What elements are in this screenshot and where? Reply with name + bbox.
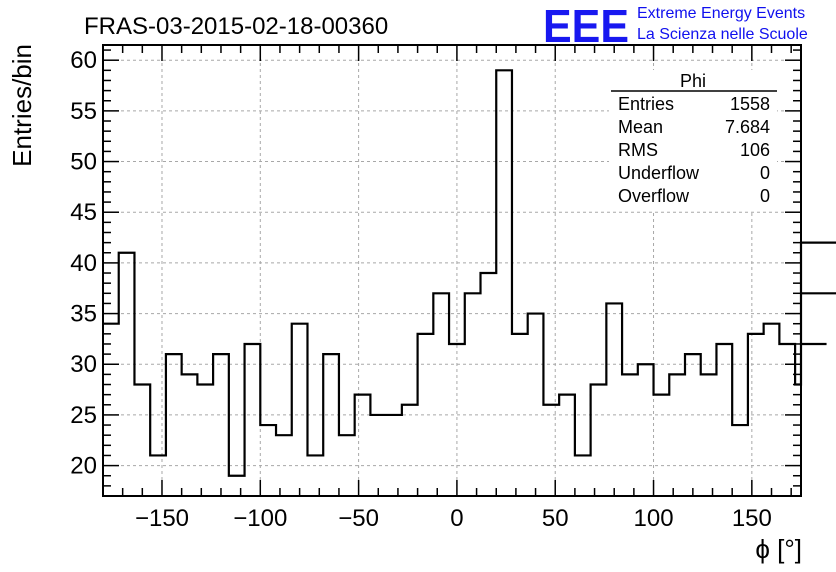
logo-line2: La Scienza nelle Scuole (637, 26, 808, 43)
grid-lines (103, 45, 801, 496)
histogram-bin (496, 70, 512, 496)
histogram-bin (197, 385, 213, 496)
histogram-bin (182, 374, 198, 496)
histogram-bin (355, 395, 371, 496)
histogram-bin (418, 334, 434, 496)
histogram-bin (323, 354, 339, 496)
histogram-bin (701, 374, 717, 496)
histogram-bin (103, 324, 119, 496)
stats-row-value: 0 (760, 163, 770, 183)
stats-row-label: Mean (618, 117, 663, 137)
x-tick-label: 50 (542, 505, 569, 532)
y-tick-label: 60 (70, 47, 97, 74)
y-tick-label: 30 (70, 351, 97, 378)
x-tick-label: −100 (233, 505, 287, 532)
histogram-bin (307, 455, 323, 496)
y-axis-label: Entries/bin (7, 44, 37, 167)
stats-row-label: RMS (618, 140, 658, 160)
y-tick-label: 50 (70, 149, 97, 176)
logo-line1: Extreme Energy Events (637, 5, 805, 22)
eee-logo: EEE Extreme Energy Events La Scienza nel… (543, 0, 808, 52)
y-tick-label: 35 (70, 301, 97, 328)
stats-box: Phi Entries 1558 Mean 7.684 RMS 106 Underflow 0… (609, 70, 777, 210)
histogram-bin (292, 324, 308, 496)
histogram-bin (213, 354, 229, 496)
histogram-bin (622, 374, 638, 496)
stats-row-value: 1558 (730, 94, 770, 114)
stats-row-label: Overflow (618, 186, 690, 206)
x-tick-label: 100 (634, 505, 674, 532)
histogram-bin (260, 425, 276, 496)
histogram-bin (669, 374, 685, 496)
histogram-bin (764, 324, 780, 496)
histogram-bin (575, 455, 591, 496)
y-tick-label: 20 (70, 453, 97, 480)
histogram-bin (638, 364, 654, 496)
x-tick-label: −50 (338, 505, 379, 532)
stats-row-label: Entries (618, 94, 674, 114)
x-tick-label: −150 (135, 505, 189, 532)
y-tick-label: 55 (70, 98, 97, 125)
stats-box-title: Phi (680, 71, 706, 91)
histogram-step-line (103, 69, 836, 477)
histogram-bin (481, 273, 497, 496)
histogram-bin (134, 385, 150, 496)
x-tick-label: 0 (450, 505, 463, 532)
histogram-bin (402, 405, 418, 496)
histogram-bin (654, 395, 670, 496)
histogram-bin (748, 334, 764, 496)
histogram-bin (685, 354, 701, 496)
stats-rows: Entries 1558 Mean 7.684 RMS 106 Underflow 0 Over… (618, 94, 770, 206)
y-tick-label: 25 (70, 402, 97, 429)
stats-box-background (609, 70, 777, 210)
y-tick-label: 40 (70, 250, 97, 277)
histogram-bin (732, 425, 748, 496)
histogram-bin (339, 435, 355, 496)
histogram-bin (166, 354, 182, 496)
histogram-bin (150, 455, 166, 496)
plot-frame (102, 44, 802, 497)
histogram-bin (543, 405, 559, 496)
stats-row-label: Underflow (618, 163, 700, 183)
histogram-bin (245, 344, 261, 496)
x-axis-label: ϕ [°] (755, 534, 802, 564)
histogram-bin (229, 476, 245, 496)
histogram-bin (528, 314, 544, 496)
tick-labels: −150 −100 −50 0 50 100 150 20 25 30 35 40 45 50 55 60 (70, 47, 772, 532)
logo-mark: EEE (543, 0, 629, 52)
chart-title: FRAS-03-2015-02-18-00360 (84, 13, 388, 40)
stats-row-value: 106 (740, 140, 770, 160)
histogram-bin (606, 303, 622, 496)
histogram-bin (119, 253, 135, 496)
histogram-bin (716, 344, 732, 496)
histogram-bin (465, 293, 481, 496)
histogram-bin (370, 415, 386, 496)
x-tick-label: 150 (732, 505, 772, 532)
histogram-bin (591, 385, 607, 496)
histogram-bin (779, 344, 795, 496)
histogram-bin (386, 415, 402, 496)
y-tick-label: 45 (70, 199, 97, 226)
histogram-bin (559, 395, 575, 496)
stats-row-value: 0 (760, 186, 770, 206)
stats-row-value: 7.684 (725, 117, 770, 137)
